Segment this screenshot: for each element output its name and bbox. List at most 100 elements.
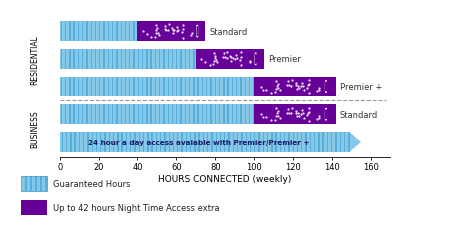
Bar: [180, 50, 182, 70]
Bar: [147, 132, 149, 152]
Bar: [129, 77, 130, 97]
Bar: [125, 77, 126, 97]
Bar: [196, 50, 264, 70]
Bar: [90, 77, 92, 97]
Bar: [116, 50, 118, 70]
Bar: [228, 105, 229, 125]
Bar: [297, 132, 298, 152]
Bar: [69, 105, 71, 125]
Bar: [207, 132, 208, 152]
Bar: [99, 105, 101, 125]
Bar: [203, 132, 204, 152]
Bar: [197, 77, 199, 97]
Bar: [193, 50, 195, 70]
Bar: [60, 50, 196, 70]
Bar: [318, 132, 319, 152]
Bar: [138, 105, 139, 125]
Bar: [215, 77, 216, 97]
Bar: [284, 132, 285, 152]
Bar: [267, 132, 268, 152]
Bar: [305, 132, 307, 152]
Bar: [69, 50, 71, 70]
Bar: [139, 132, 140, 152]
Bar: [62, 132, 63, 152]
Bar: [240, 77, 241, 97]
Bar: [96, 132, 97, 152]
Bar: [61, 77, 62, 97]
Bar: [219, 105, 220, 125]
Bar: [301, 132, 302, 152]
Bar: [73, 22, 75, 42]
Bar: [108, 22, 109, 42]
Bar: [90, 22, 92, 42]
Bar: [95, 50, 96, 70]
Bar: [185, 105, 186, 125]
Bar: [79, 132, 80, 152]
Bar: [87, 132, 89, 152]
Bar: [78, 77, 79, 97]
Bar: [82, 22, 84, 42]
Bar: [60, 105, 254, 125]
Bar: [193, 105, 195, 125]
Bar: [78, 22, 79, 42]
Bar: [253, 77, 254, 97]
Bar: [112, 22, 113, 42]
Text: Standard: Standard: [209, 27, 247, 36]
Bar: [159, 105, 160, 125]
Bar: [340, 132, 341, 152]
Bar: [78, 105, 79, 125]
Bar: [146, 105, 147, 125]
Bar: [215, 105, 216, 125]
Bar: [180, 77, 182, 97]
Bar: [190, 132, 191, 152]
Bar: [229, 132, 230, 152]
Bar: [129, 105, 130, 125]
Bar: [228, 77, 229, 97]
Bar: [224, 132, 225, 152]
Bar: [271, 132, 273, 152]
Bar: [310, 132, 311, 152]
Bar: [61, 105, 62, 125]
Bar: [116, 22, 118, 42]
Bar: [60, 77, 254, 97]
Bar: [236, 77, 237, 97]
Bar: [254, 77, 336, 97]
Bar: [159, 50, 160, 70]
FancyArrow shape: [60, 132, 361, 152]
Bar: [292, 132, 294, 152]
Circle shape: [197, 27, 198, 37]
Bar: [65, 77, 66, 97]
Text: Standard: Standard: [340, 110, 378, 119]
Bar: [189, 50, 190, 70]
Text: Up to 42 hours Night Time Access extra: Up to 42 hours Night Time Access extra: [53, 203, 219, 212]
Bar: [155, 77, 156, 97]
Bar: [237, 132, 238, 152]
Bar: [95, 22, 96, 42]
Bar: [129, 22, 130, 42]
Bar: [232, 105, 233, 125]
Bar: [95, 105, 96, 125]
Bar: [216, 132, 217, 152]
Bar: [86, 105, 88, 125]
Bar: [121, 50, 122, 70]
Bar: [314, 132, 315, 152]
Bar: [40, 176, 42, 191]
Bar: [263, 132, 264, 152]
Bar: [91, 132, 93, 152]
Bar: [130, 132, 131, 152]
Bar: [155, 105, 156, 125]
Bar: [95, 77, 96, 97]
Bar: [172, 50, 173, 70]
Bar: [172, 105, 173, 125]
Bar: [173, 132, 174, 152]
Bar: [223, 77, 224, 97]
Bar: [194, 132, 196, 152]
Bar: [232, 77, 233, 97]
Bar: [206, 105, 207, 125]
Bar: [336, 132, 337, 152]
Text: Premier: Premier: [268, 55, 301, 64]
Bar: [109, 132, 110, 152]
Bar: [112, 77, 113, 97]
Bar: [240, 105, 241, 125]
Bar: [210, 77, 212, 97]
